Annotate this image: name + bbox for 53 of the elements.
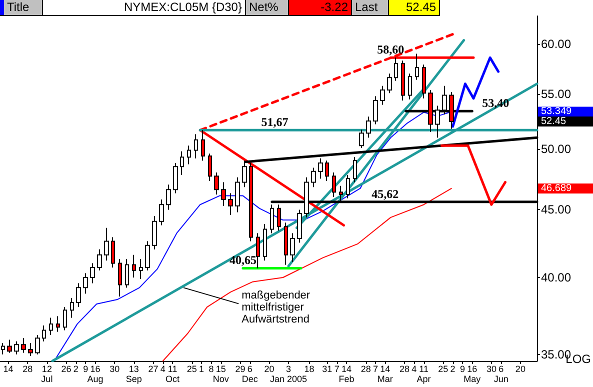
x-tick-label: 2 [450, 364, 456, 374]
x-tick-label: 28 [399, 364, 410, 374]
text: 46.689 [541, 182, 572, 194]
x-tick-label: 7 [334, 364, 340, 374]
x-tick-label: 9 [460, 364, 465, 374]
x-tick-label: 11 Apr [416, 364, 431, 384]
x-tick-label: 14 [3, 364, 14, 374]
annotation: maßgebender mittelfristiger Aufwärtstrend [242, 290, 310, 326]
x-tick-label: 31 [322, 364, 332, 374]
x-tick-label: 25 [438, 364, 448, 374]
x-tick-label: 11 Oct [166, 364, 180, 384]
text: Last [352, 0, 389, 15]
text: 52.45 [541, 116, 566, 128]
annotation: 40,65 [229, 253, 256, 268]
y-tick-label: 45.00 [541, 202, 572, 217]
x-tick-label: 20 [264, 364, 274, 374]
y-tick-label: 60.00 [541, 37, 572, 52]
x-tick-label: 1 [199, 364, 204, 374]
x-tick-label: 16 Aug [87, 364, 104, 384]
y-tick-label: 55.00 [541, 87, 572, 102]
x-tick-label: 4 [412, 364, 417, 374]
text: Title [0, 0, 43, 15]
annotation: 45,62 [372, 186, 399, 201]
text: 53.349 [541, 106, 572, 118]
x-tick-label: 26 [61, 364, 72, 374]
x-tick-label: 27 [148, 364, 158, 374]
text: 52.45 [389, 0, 440, 15]
y-tick-label: 50.00 [541, 142, 572, 156]
x-tick-label: 16 May [464, 364, 482, 384]
x-tick-label: 13 Sep [126, 364, 142, 384]
x-tick-label: 25 [186, 364, 197, 374]
x-tick-label: 28 [22, 364, 33, 374]
x-tick-label: 15 Nov [212, 364, 230, 384]
x-tick-label: 4 [160, 364, 166, 374]
annotation: 51,67 [261, 115, 288, 130]
x-tick-label: 30 [486, 364, 496, 374]
x-tick-label: 14 Feb [338, 364, 354, 384]
annotation: 58,60 [377, 42, 404, 57]
x-tick-label: 20 [515, 364, 526, 374]
y-tick-label: 40.00 [541, 270, 572, 285]
x-tick-label: 9 [83, 364, 88, 374]
x-tick-label: 2 [73, 364, 78, 374]
x-tick-label: 18 [304, 364, 314, 374]
x-tick-label: 30 [110, 364, 120, 374]
text: Net% [246, 0, 289, 15]
x-tick-label: 14 Mar [377, 364, 393, 384]
x-tick-label: 8 [208, 364, 214, 374]
chart-title: NYMEX:CL05M {D30} [43, 0, 246, 15]
x-tick-label: 7 [372, 364, 378, 374]
x-tick-label: 12 Jul [41, 364, 53, 384]
x-tick-label: 29 [235, 364, 246, 374]
x-tick-label: 28 [360, 364, 371, 374]
text: -3.22 [289, 0, 352, 15]
